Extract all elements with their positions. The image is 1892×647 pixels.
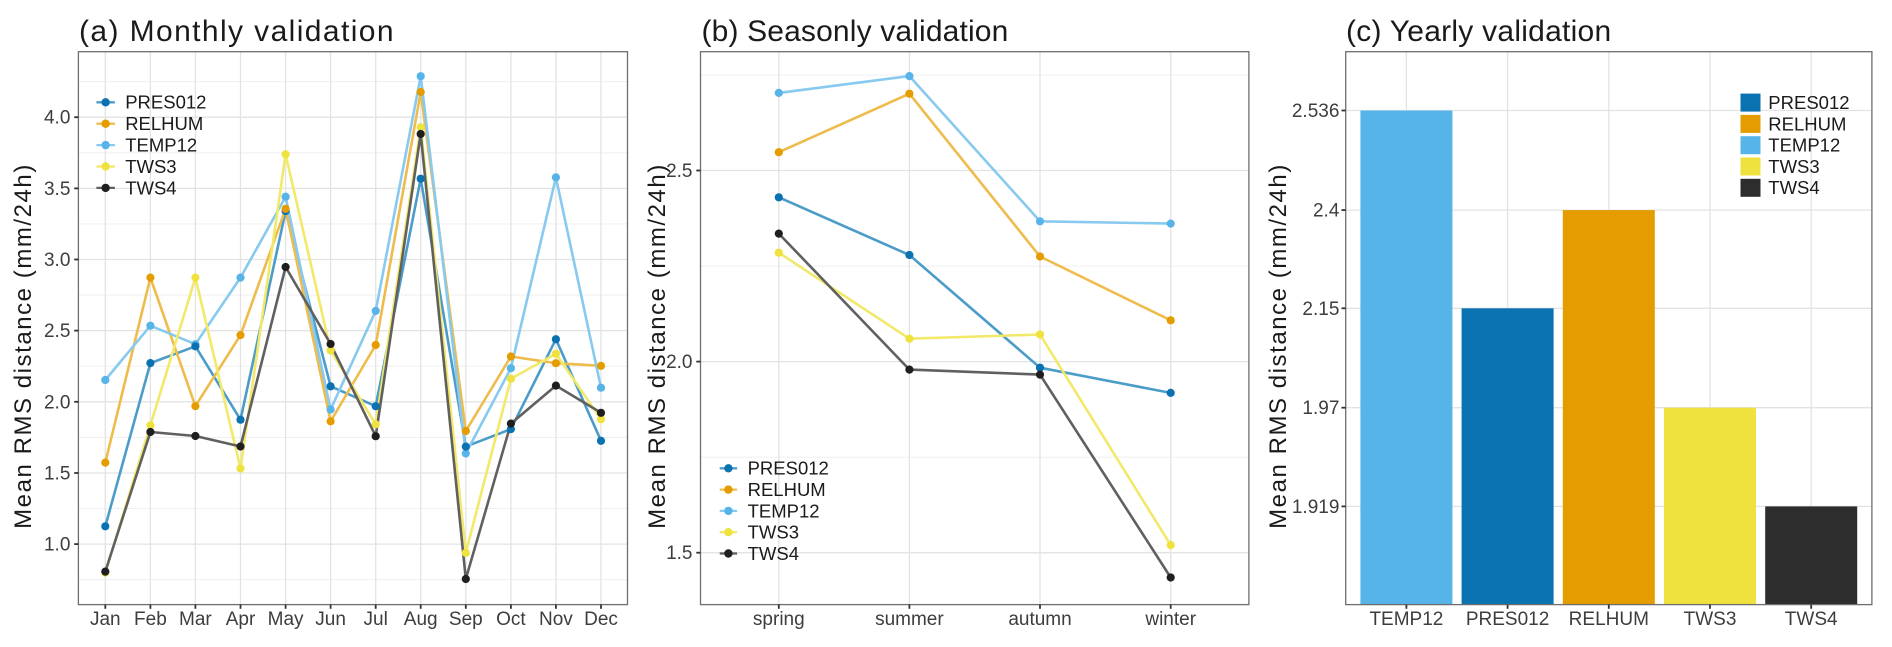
svg-text:2.5: 2.5 bbox=[666, 161, 692, 182]
svg-text:Mean RMS distance (mm/24h): Mean RMS distance (mm/24h) bbox=[1265, 163, 1292, 529]
svg-text:2.536: 2.536 bbox=[1292, 101, 1340, 122]
svg-text:Feb: Feb bbox=[134, 609, 167, 630]
svg-text:Nov: Nov bbox=[539, 609, 573, 630]
svg-text:(c) Yearly validation: (c) Yearly validation bbox=[1346, 15, 1611, 48]
svg-text:Mar: Mar bbox=[179, 609, 212, 630]
svg-text:2.4: 2.4 bbox=[1313, 201, 1340, 222]
svg-text:TEMP12: TEMP12 bbox=[125, 135, 197, 156]
svg-text:1.919: 1.919 bbox=[1292, 497, 1340, 518]
svg-text:PRES012: PRES012 bbox=[1466, 609, 1549, 630]
svg-text:(a) Monthly validation: (a) Monthly validation bbox=[79, 15, 395, 48]
svg-text:TWS4: TWS4 bbox=[125, 177, 176, 198]
svg-text:Jan: Jan bbox=[90, 609, 121, 630]
svg-text:TWS3: TWS3 bbox=[1684, 609, 1737, 630]
svg-text:Oct: Oct bbox=[496, 609, 526, 630]
svg-text:2.5: 2.5 bbox=[44, 321, 70, 342]
svg-text:autumn: autumn bbox=[1008, 609, 1071, 630]
svg-text:RELHUM: RELHUM bbox=[748, 479, 826, 500]
svg-text:winter: winter bbox=[1144, 609, 1196, 630]
svg-text:1.5: 1.5 bbox=[44, 464, 70, 485]
svg-text:summer: summer bbox=[875, 609, 944, 630]
svg-text:Mean RMS distance (mm/24h): Mean RMS distance (mm/24h) bbox=[10, 163, 37, 529]
svg-text:4.0: 4.0 bbox=[44, 108, 70, 129]
svg-text:PRES012: PRES012 bbox=[748, 458, 829, 479]
svg-text:TWS3: TWS3 bbox=[125, 156, 176, 177]
svg-text:Mean RMS distance (mm/24h): Mean RMS distance (mm/24h) bbox=[644, 163, 671, 529]
svg-text:RELHUM: RELHUM bbox=[1569, 609, 1649, 630]
svg-text:Aug: Aug bbox=[404, 609, 438, 630]
svg-text:TWS4: TWS4 bbox=[1785, 609, 1838, 630]
svg-text:TEMP12: TEMP12 bbox=[748, 500, 820, 521]
svg-text:TWS3: TWS3 bbox=[1768, 156, 1819, 177]
svg-text:1.97: 1.97 bbox=[1302, 398, 1339, 419]
svg-text:Jul: Jul bbox=[364, 609, 388, 630]
svg-text:2.0: 2.0 bbox=[666, 352, 692, 373]
svg-text:2.15: 2.15 bbox=[1302, 299, 1339, 320]
svg-text:PRES012: PRES012 bbox=[1768, 92, 1849, 113]
svg-text:Jun: Jun bbox=[315, 609, 346, 630]
svg-text:May: May bbox=[268, 609, 304, 630]
svg-text:RELHUM: RELHUM bbox=[1768, 113, 1846, 134]
svg-text:1.5: 1.5 bbox=[666, 543, 692, 564]
svg-text:Dec: Dec bbox=[584, 609, 618, 630]
svg-text:(b) Seasonly validation: (b) Seasonly validation bbox=[702, 15, 1009, 48]
svg-text:PRES012: PRES012 bbox=[125, 92, 206, 113]
svg-text:TWS4: TWS4 bbox=[1768, 177, 1819, 198]
svg-text:1.0: 1.0 bbox=[44, 535, 70, 556]
svg-text:3.0: 3.0 bbox=[44, 250, 70, 271]
svg-text:TWS3: TWS3 bbox=[748, 522, 799, 543]
svg-text:TWS4: TWS4 bbox=[748, 543, 799, 564]
svg-text:2.0: 2.0 bbox=[44, 392, 70, 413]
svg-text:TEMP12: TEMP12 bbox=[1369, 609, 1443, 630]
svg-text:RELHUM: RELHUM bbox=[125, 113, 203, 134]
svg-text:Sep: Sep bbox=[449, 609, 483, 630]
svg-text:3.5: 3.5 bbox=[44, 179, 70, 200]
svg-text:Apr: Apr bbox=[226, 609, 256, 630]
svg-text:spring: spring bbox=[753, 609, 805, 630]
svg-text:TEMP12: TEMP12 bbox=[1768, 135, 1840, 156]
